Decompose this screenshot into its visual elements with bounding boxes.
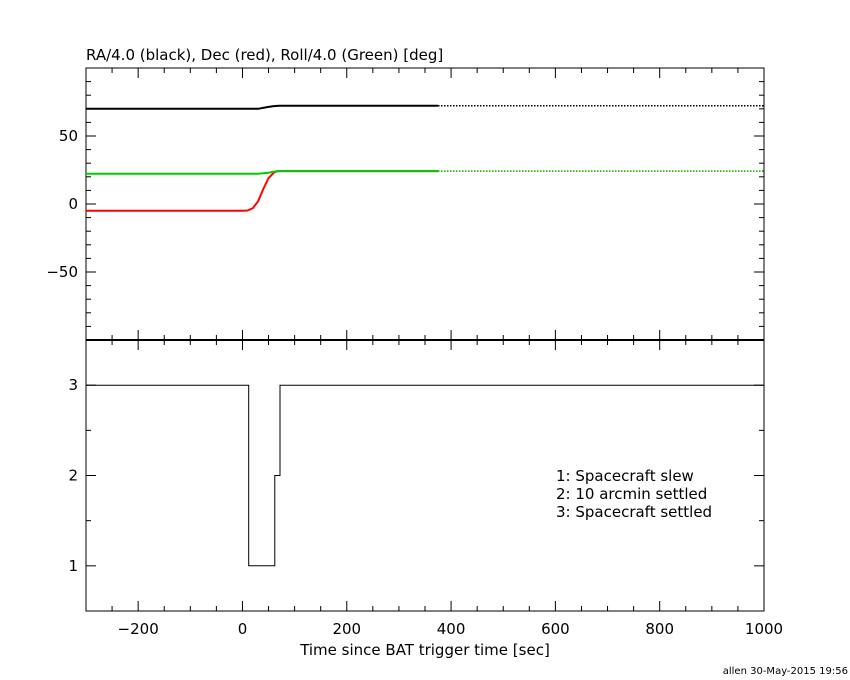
bottom-y-tick-label: 2: [68, 467, 78, 485]
bottom-y-tick-label: 3: [68, 376, 78, 394]
top-y-tick-label: −50: [46, 263, 78, 281]
bottom-x-tick-label: −200: [118, 620, 159, 638]
top-panel-y-tick-labels: −50 0 50: [46, 127, 78, 281]
roll-series-line: [86, 170, 438, 175]
top-panel-ticks: [85, 67, 765, 341]
bottom-x-tick-label: 800: [645, 620, 674, 638]
bottom-x-tick-label: 400: [437, 620, 466, 638]
top-panel-series: [86, 104, 764, 212]
bottom-panel-series: [86, 384, 764, 567]
bottom-panel-x-tick-labels: −200 0 200 400 600 800 1000: [118, 620, 784, 638]
top-y-tick-label: 0: [68, 195, 78, 213]
bottom-panel-ticks: [85, 339, 765, 612]
bottom-y-tick-label: 1: [68, 557, 78, 575]
footer-stamp: allen 30-May-2015 19:56: [723, 666, 848, 677]
dec-series-line: [86, 170, 438, 212]
top-y-tick-label: 50: [59, 127, 78, 145]
bottom-x-tick-label: 1000: [745, 620, 783, 638]
bottom-panel-y-tick-labels: 1 2 3: [68, 376, 78, 575]
bottom-x-tick-label: 600: [541, 620, 570, 638]
legend-entry-2: 2: 10 arcmin settled: [556, 485, 707, 503]
ra-series-line: [86, 104, 438, 110]
settle-legend: 1: Spacecraft slew 2: 10 arcmin settled …: [556, 467, 712, 521]
top-panel-title: RA/4.0 (black), Dec (red), Roll/4.0 (Gre…: [86, 46, 443, 64]
legend-entry-1: 1: Spacecraft slew: [556, 467, 694, 485]
bottom-x-tick-label: 200: [332, 620, 361, 638]
settle-status-step-line: [86, 384, 764, 567]
x-axis-label: Time since BAT trigger time [sec]: [299, 641, 550, 659]
legend-entry-3: 3: Spacecraft settled: [556, 503, 712, 521]
bottom-x-tick-label: 0: [238, 620, 248, 638]
